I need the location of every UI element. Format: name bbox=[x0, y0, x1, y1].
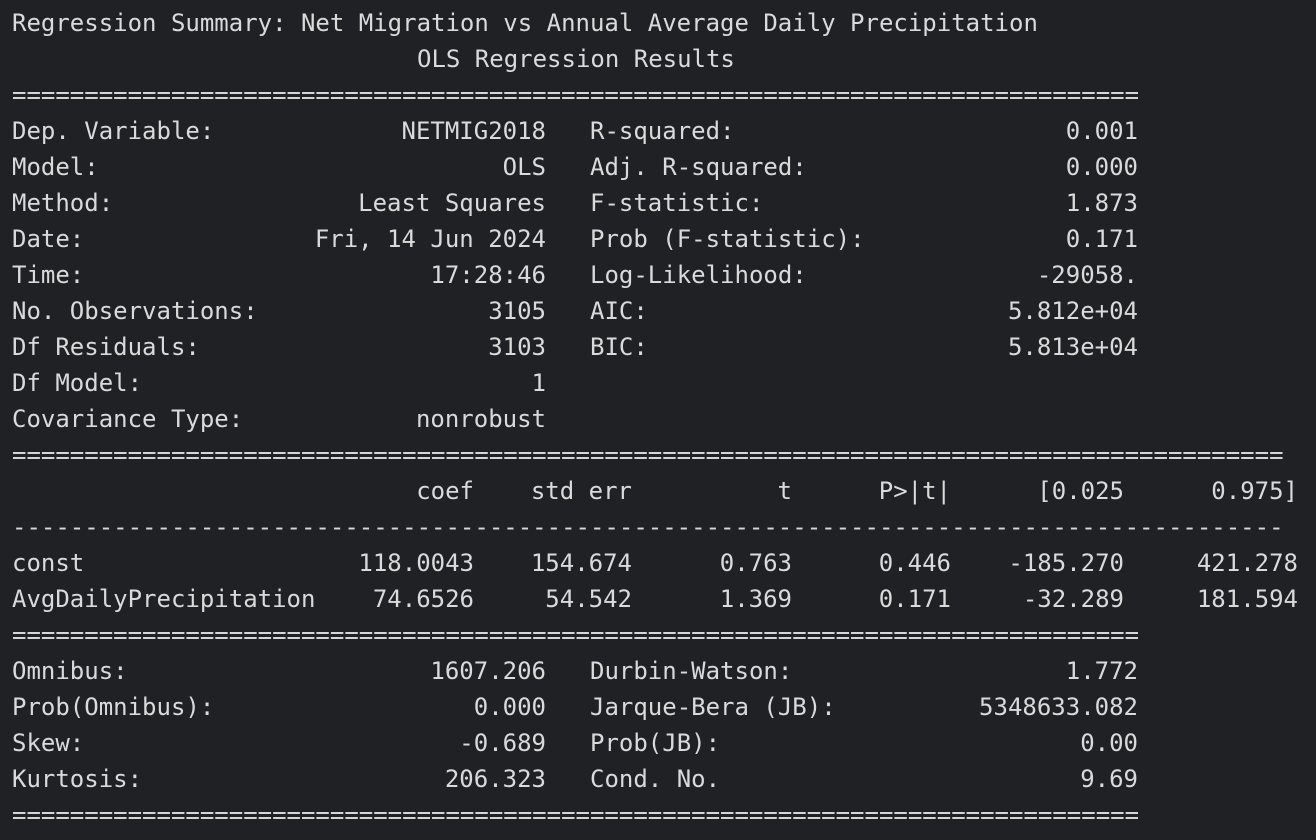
summary-value: 3103 bbox=[488, 333, 546, 361]
summary-value: nonrobust bbox=[415, 405, 546, 433]
summary-value: Least Squares bbox=[358, 189, 546, 217]
diagnostic-label: Prob(JB): bbox=[590, 729, 721, 757]
diagnostic-value: 0.00 bbox=[1080, 729, 1138, 757]
column-header: [0.025 bbox=[1037, 477, 1124, 505]
diagnostic-value: 0.000 bbox=[473, 693, 546, 721]
ci-upper-value: 181.594 bbox=[1196, 585, 1298, 613]
stat-label: AIC: bbox=[590, 297, 648, 325]
column-header: std err bbox=[530, 477, 632, 505]
diagnostic-value: 5348633.082 bbox=[979, 693, 1138, 721]
separator-double: ========================================… bbox=[12, 621, 1138, 649]
diagnostic-value: 9.69 bbox=[1080, 765, 1138, 793]
ci-lower-value: -185.270 bbox=[1008, 549, 1124, 577]
summary-label: Date: bbox=[12, 225, 85, 253]
results-subtitle: OLS Regression Results bbox=[417, 45, 735, 73]
diagnostic-value: 206.323 bbox=[444, 765, 546, 793]
summary-label: Time: bbox=[12, 261, 85, 289]
ci-lower-value: -32.289 bbox=[1022, 585, 1124, 613]
stat-value: 1.873 bbox=[1065, 189, 1138, 217]
summary-label: Covariance Type: bbox=[12, 405, 244, 433]
t-value: 1.369 bbox=[719, 585, 792, 613]
summary-value: NETMIG2018 bbox=[401, 117, 547, 145]
stat-label: Log-Likelihood: bbox=[590, 261, 807, 289]
coef-value: 74.6526 bbox=[372, 585, 474, 613]
summary-value: 17:28:46 bbox=[430, 261, 546, 289]
separator-single: ----------------------------------------… bbox=[12, 513, 1284, 541]
summary-value: 3105 bbox=[488, 297, 546, 325]
diagnostic-value: -0.689 bbox=[459, 729, 546, 757]
column-header: 0.975] bbox=[1211, 477, 1298, 505]
diagnostic-label: Cond. No. bbox=[590, 765, 721, 793]
diagnostic-label: Skew: bbox=[12, 729, 85, 757]
diagnostic-value: 1.772 bbox=[1065, 657, 1138, 685]
stat-label: Adj. R-squared: bbox=[590, 153, 807, 181]
summary-label: Dep. Variable: bbox=[12, 117, 215, 145]
stat-value: 0.001 bbox=[1065, 117, 1138, 145]
stat-label: BIC: bbox=[590, 333, 648, 361]
std-err-value: 54.542 bbox=[545, 585, 632, 613]
diagnostic-value: 1607.206 bbox=[430, 657, 546, 685]
regression-summary-output: Regression Summary: Net Migration vs Ann… bbox=[12, 0, 1312, 840]
coef-value: 118.0043 bbox=[358, 549, 474, 577]
ci-upper-value: 421.278 bbox=[1196, 549, 1298, 577]
stat-value: 0.171 bbox=[1065, 225, 1138, 253]
diagnostic-label: Durbin-Watson: bbox=[590, 657, 793, 685]
separator-double: ========================================… bbox=[12, 441, 1284, 469]
separator-double: ========================================… bbox=[12, 801, 1138, 829]
summary-value: Fri, 14 Jun 2024 bbox=[314, 225, 546, 253]
summary-label: Df Model: bbox=[12, 369, 143, 397]
summary-label: Model: bbox=[12, 153, 99, 181]
variable-name: const bbox=[12, 549, 85, 577]
stat-value: 5.812e+04 bbox=[1007, 297, 1138, 325]
variable-name: AvgDailyPrecipitation bbox=[12, 585, 316, 613]
separator-double: ========================================… bbox=[12, 81, 1138, 109]
stat-label: F-statistic: bbox=[590, 189, 764, 217]
stat-value: 5.813e+04 bbox=[1007, 333, 1138, 361]
output-title: Regression Summary: Net Migration vs Ann… bbox=[12, 9, 1038, 37]
stat-label: Prob (F-statistic): bbox=[590, 225, 865, 253]
diagnostic-label: Kurtosis: bbox=[12, 765, 143, 793]
std-err-value: 154.674 bbox=[530, 549, 632, 577]
summary-value: OLS bbox=[502, 153, 546, 181]
diagnostic-label: Jarque-Bera (JB): bbox=[590, 693, 836, 721]
summary-label: No. Observations: bbox=[12, 297, 258, 325]
stat-value: 0.000 bbox=[1065, 153, 1138, 181]
column-header: P>|t| bbox=[878, 477, 951, 505]
column-header: coef bbox=[416, 477, 474, 505]
summary-label: Method: bbox=[12, 189, 114, 217]
column-header: t bbox=[777, 477, 792, 505]
diagnostic-label: Omnibus: bbox=[12, 657, 128, 685]
stat-value: -29058. bbox=[1036, 261, 1138, 289]
summary-label: Df Residuals: bbox=[12, 333, 200, 361]
diagnostic-label: Prob(Omnibus): bbox=[12, 693, 215, 721]
stat-label: R-squared: bbox=[590, 117, 735, 145]
p-value: 0.171 bbox=[878, 585, 951, 613]
p-value: 0.446 bbox=[878, 549, 951, 577]
summary-value: 1 bbox=[531, 369, 546, 397]
t-value: 0.763 bbox=[719, 549, 792, 577]
